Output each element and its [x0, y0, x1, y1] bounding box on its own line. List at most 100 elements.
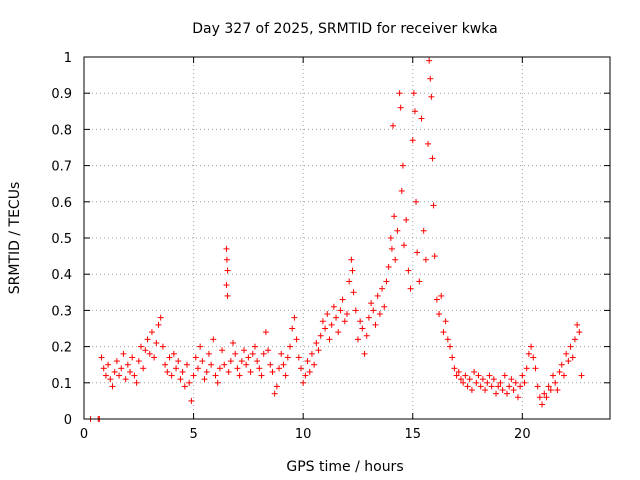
data-point	[400, 242, 407, 249]
data-point	[199, 358, 206, 365]
data-point	[109, 383, 116, 390]
data-point	[291, 314, 298, 321]
data-point	[545, 383, 552, 390]
data-point	[486, 372, 493, 379]
data-point	[374, 292, 381, 299]
data-point	[477, 383, 484, 390]
data-point	[177, 376, 184, 383]
data-point	[457, 376, 464, 383]
data-point	[151, 354, 158, 361]
data-point	[541, 390, 548, 397]
data-point	[306, 368, 313, 375]
data-point	[349, 267, 356, 274]
data-point	[411, 108, 418, 115]
data-point	[528, 343, 535, 350]
data-point	[359, 325, 366, 332]
data-point	[328, 321, 335, 328]
data-point	[352, 307, 359, 314]
data-point	[245, 354, 252, 361]
data-point	[137, 343, 144, 350]
data-point	[414, 249, 421, 256]
data-point	[256, 365, 263, 372]
data-point	[468, 387, 475, 394]
data-point	[315, 347, 322, 354]
data-point	[438, 292, 445, 299]
y-tick-label: 0.4	[51, 268, 72, 283]
data-point	[420, 227, 427, 234]
data-point	[302, 372, 309, 379]
data-points	[87, 57, 585, 422]
data-point	[212, 372, 219, 379]
data-point	[224, 292, 231, 299]
data-point	[230, 339, 237, 346]
data-point	[514, 394, 521, 401]
data-point	[431, 253, 438, 260]
data-point	[519, 372, 526, 379]
data-point	[497, 379, 504, 386]
x-tick-label: 0	[80, 427, 88, 442]
data-point	[333, 314, 340, 321]
data-point	[517, 383, 524, 390]
data-point	[392, 256, 399, 263]
data-point	[429, 155, 436, 162]
data-point	[370, 307, 377, 314]
grid-lines	[84, 57, 610, 419]
data-point	[214, 379, 221, 386]
data-point	[368, 300, 375, 307]
data-point	[466, 376, 473, 383]
data-point	[243, 361, 250, 368]
data-point	[102, 372, 109, 379]
data-point	[403, 216, 410, 223]
data-point	[111, 368, 118, 375]
data-point	[530, 354, 537, 361]
y-tick-label: 0.9	[51, 87, 72, 102]
data-point	[344, 311, 350, 318]
data-point	[473, 379, 480, 386]
data-point	[394, 227, 401, 234]
data-point	[223, 282, 230, 289]
data-point	[282, 372, 289, 379]
data-point	[430, 202, 437, 209]
data-point	[113, 358, 120, 365]
data-point	[116, 372, 123, 379]
data-point	[311, 361, 318, 368]
y-tick-label: 0.6	[51, 196, 72, 211]
data-point	[440, 329, 447, 336]
data-point	[100, 365, 107, 372]
data-point	[184, 361, 191, 368]
data-point	[313, 339, 320, 346]
data-point	[267, 361, 274, 368]
data-point	[571, 336, 578, 343]
data-point	[523, 365, 530, 372]
data-point	[269, 368, 276, 375]
data-point	[287, 343, 294, 350]
data-point	[179, 368, 186, 375]
data-point	[153, 339, 160, 346]
data-point	[107, 376, 114, 383]
x-axis-label: GPS time / hours	[286, 459, 403, 475]
data-point	[493, 390, 500, 397]
data-point	[210, 336, 217, 343]
data-point	[162, 361, 169, 368]
data-point	[300, 379, 307, 386]
data-point	[322, 325, 329, 332]
data-point	[317, 332, 324, 339]
data-point	[127, 368, 134, 375]
data-point	[295, 354, 302, 361]
data-point	[194, 365, 201, 372]
data-point	[144, 336, 151, 343]
data-point	[510, 387, 517, 394]
data-point	[224, 267, 231, 274]
data-point	[578, 372, 585, 379]
data-point	[499, 387, 506, 394]
data-point	[203, 368, 210, 375]
data-point	[227, 358, 234, 365]
data-point	[416, 278, 423, 285]
data-point	[413, 198, 420, 205]
data-point	[534, 383, 541, 390]
data-point	[567, 343, 574, 350]
data-point	[521, 379, 528, 386]
data-point	[383, 278, 390, 285]
data-point	[399, 162, 406, 169]
